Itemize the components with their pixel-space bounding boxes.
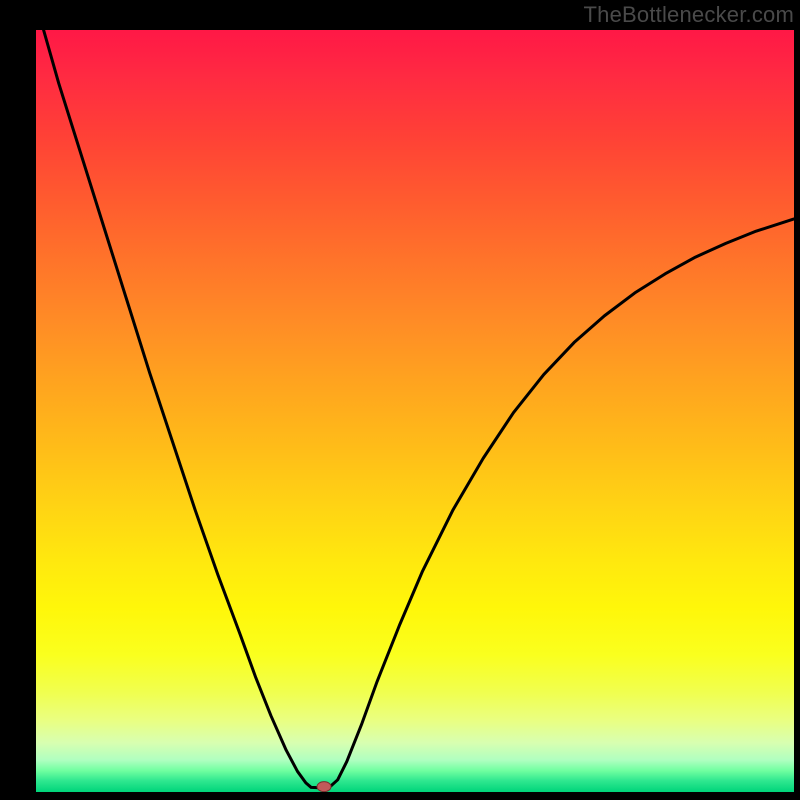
optimal-point-marker xyxy=(317,782,331,792)
plot-area xyxy=(36,30,794,792)
chart-frame: TheBottlenecker.com xyxy=(0,0,800,800)
chart-svg xyxy=(36,30,794,792)
gradient-background xyxy=(36,30,794,792)
watermark-label: TheBottlenecker.com xyxy=(584,2,794,28)
